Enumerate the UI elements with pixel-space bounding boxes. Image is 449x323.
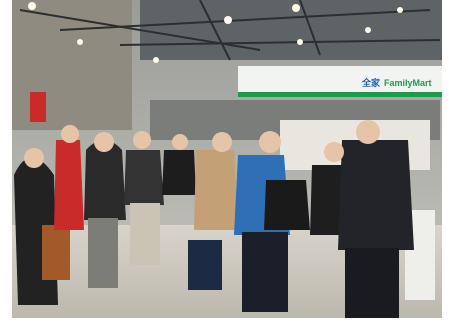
sign-brand-cn: 全家 bbox=[361, 77, 381, 88]
red-banner bbox=[30, 92, 46, 122]
trusses bbox=[19, 0, 441, 61]
ceiling bbox=[140, 0, 442, 60]
crowd bbox=[14, 120, 414, 318]
scene: 全家 FamilyMart bbox=[12, 0, 442, 318]
sign-board bbox=[238, 66, 442, 96]
lights bbox=[28, 2, 403, 63]
sign-stripe bbox=[238, 92, 442, 97]
sign-brand-en: FamilyMart bbox=[384, 78, 432, 88]
